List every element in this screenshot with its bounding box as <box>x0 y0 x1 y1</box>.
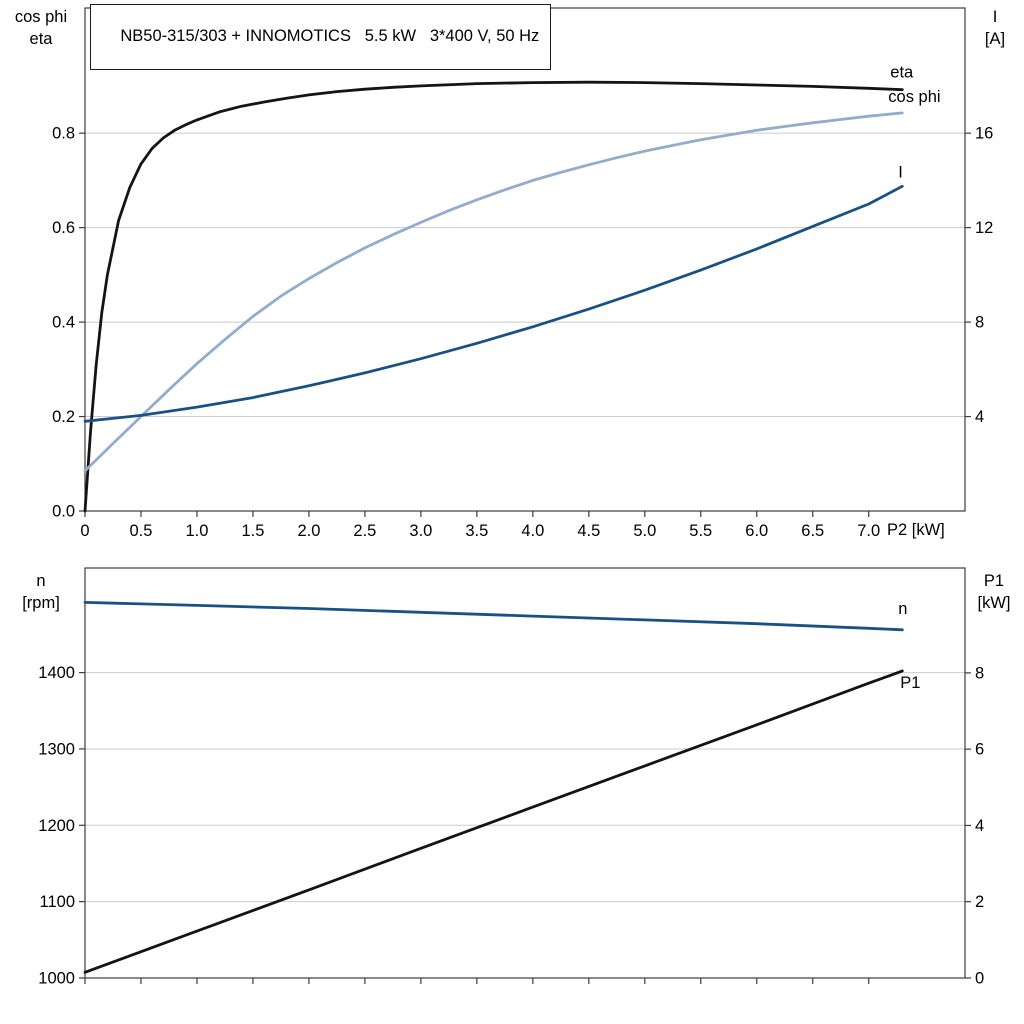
axis-title-input-power: P1 <box>983 572 1005 590</box>
input-power-P1-curve <box>83 669 904 974</box>
cos-phi-curve <box>83 111 904 473</box>
x-tick-label: 6.5 <box>801 522 824 540</box>
axis-title-input-power-unit: [kW] <box>977 594 1011 612</box>
x-tick-label: 7.0 <box>857 522 880 540</box>
y-right-tick-label: 2 <box>975 893 984 911</box>
y-right-tick-label: 12 <box>975 219 993 237</box>
axis-title-eta: eta <box>29 30 53 48</box>
eta-curve-label: eta <box>890 64 914 82</box>
x-tick-label: 4.5 <box>577 522 600 540</box>
current-I-curve <box>83 184 904 423</box>
top-chart-left-axis-title: cos phi eta <box>2 6 80 50</box>
axis-title-speed-unit: [rpm] <box>22 594 60 612</box>
y-right-tick-label: 4 <box>975 408 984 426</box>
plot-frame <box>84 567 966 979</box>
x-tick-label: 3.0 <box>409 522 432 540</box>
x-tick-label: 2.0 <box>297 522 320 540</box>
y-left-tick-label: 0.8 <box>52 125 75 143</box>
top-chart-right-axis-title: I [A] <box>971 6 1019 50</box>
y-left-tick-label: 0.2 <box>52 408 75 426</box>
y-right-tick-label: 0 <box>975 970 984 988</box>
x-tick-label: 1.0 <box>185 522 208 540</box>
current-I-curve-label: I <box>898 163 903 181</box>
chart-title: NB50-315/303 + INNOMOTICS 5.5 kW 3*400 V… <box>120 27 540 45</box>
x-tick-label: 5.5 <box>689 522 712 540</box>
cos-phi-curve-label: cos phi <box>888 88 940 106</box>
axis-title-speed: n <box>36 572 46 590</box>
y-right-tick-label: 4 <box>975 817 984 835</box>
y-right-tick-label: 6 <box>975 741 984 759</box>
bottom-chart-left-axis-title: n [rpm] <box>2 570 80 614</box>
bottom-chart-right-axis-title: P1 [kW] <box>966 570 1022 614</box>
x-axis-label-p2: P2 [kW] <box>887 521 945 539</box>
x-tick-label: 3.5 <box>465 522 488 540</box>
y-left-tick-label: 0.6 <box>52 219 75 237</box>
y-left-tick-label: 0.0 <box>52 503 75 521</box>
y-left-tick-label: 1100 <box>40 893 75 911</box>
axis-title-current: I <box>992 8 998 26</box>
x-tick-label: 0 <box>80 522 89 540</box>
x-tick-label: 6.0 <box>745 522 768 540</box>
axis-title-current-unit: [A] <box>984 30 1006 48</box>
y-left-tick-label: 1300 <box>38 740 75 758</box>
chart-title-box: NB50-315/303 + INNOMOTICS 5.5 kW 3*400 V… <box>90 4 552 70</box>
y-left-tick-label: 1000 <box>38 970 75 988</box>
speed-n-curve <box>83 601 904 632</box>
speed-n-curve-label: n <box>898 600 907 618</box>
axis-title-cos-phi: cos phi <box>14 8 68 26</box>
input-power-P1-curve-label: P1 <box>900 674 920 692</box>
y-right-tick-label: 16 <box>975 125 993 143</box>
x-tick-label: 5.0 <box>633 522 656 540</box>
x-tick-label: 2.5 <box>353 522 376 540</box>
y-left-tick-label: 1200 <box>38 817 75 835</box>
x-tick-label: 0.5 <box>130 522 153 540</box>
x-tick-label: 1.5 <box>241 522 264 540</box>
y-left-tick-label: 0.4 <box>52 314 75 332</box>
y-left-tick-label: 1400 <box>38 664 75 682</box>
x-tick-label: 4.0 <box>521 522 544 540</box>
eta-curve <box>83 80 904 513</box>
y-right-tick-label: 8 <box>975 664 984 682</box>
y-right-tick-label: 8 <box>975 314 984 332</box>
